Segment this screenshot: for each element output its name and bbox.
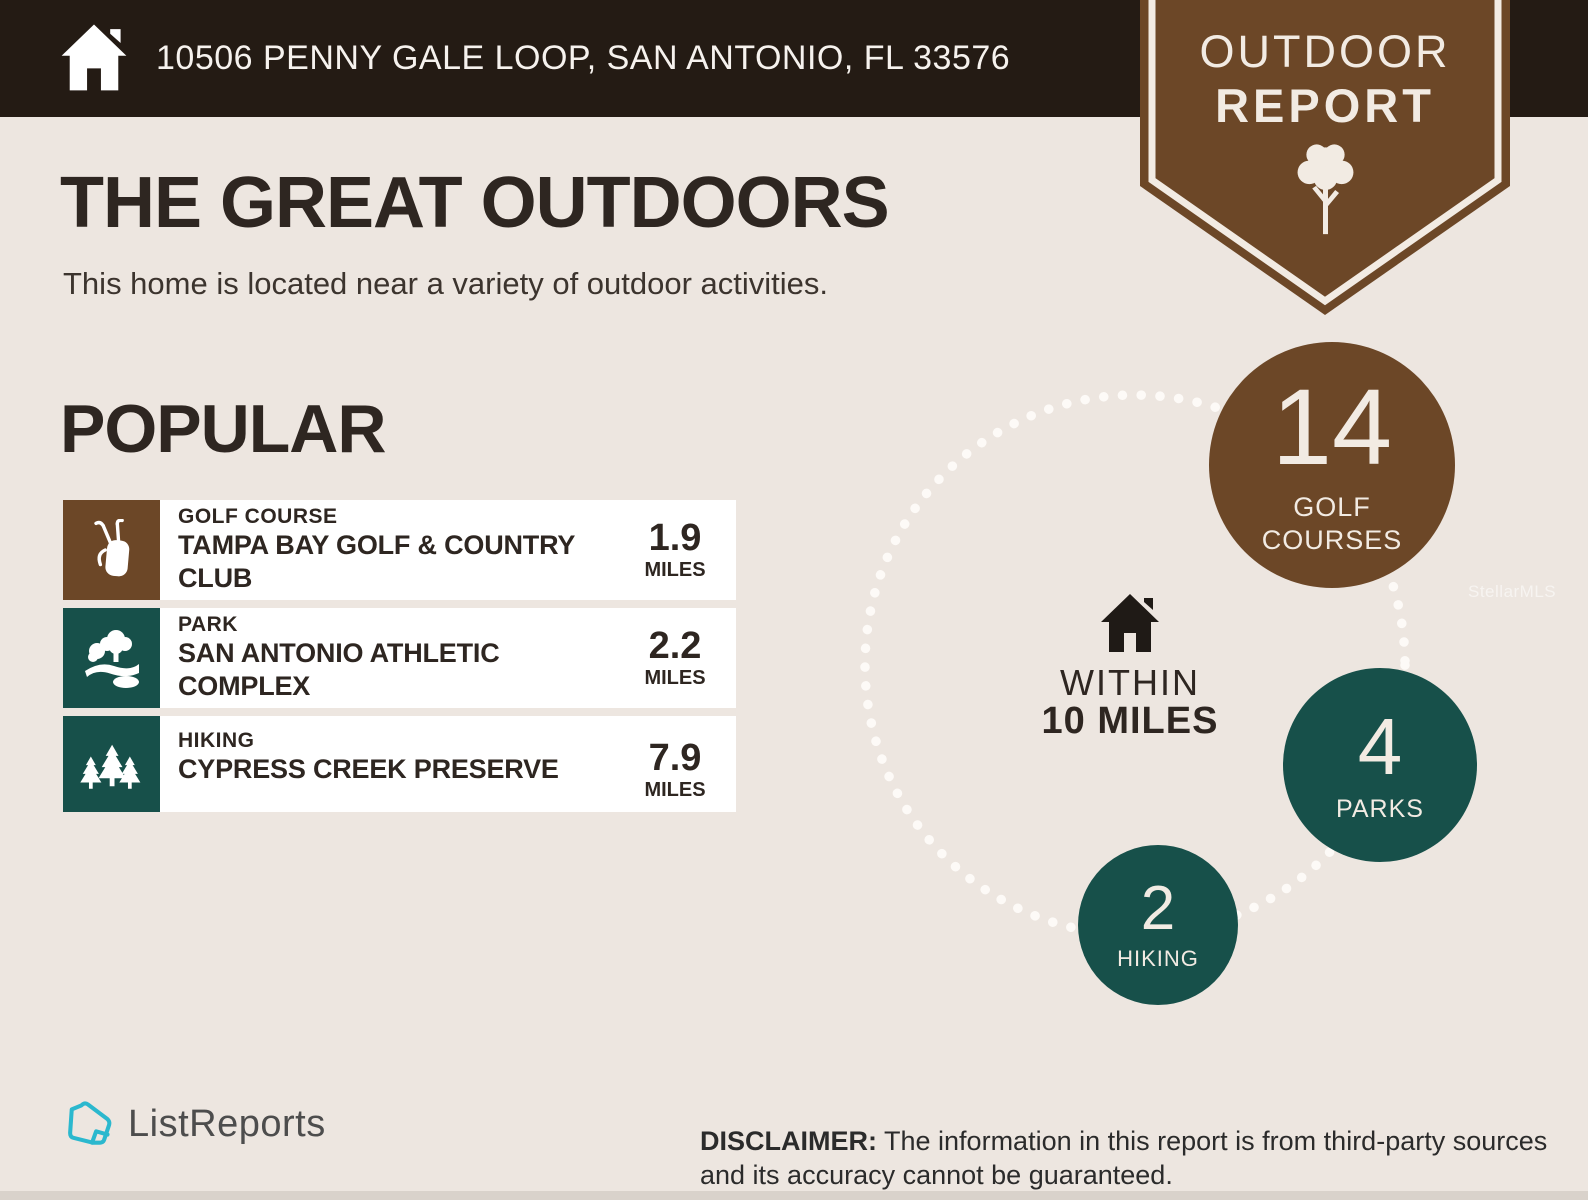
list-item-text: HIKING CYPRESS CREEK PRESERVE [160, 716, 620, 812]
property-address: 10506 PENNY GALE LOOP, SAN ANTONIO, FL 3… [156, 39, 1011, 77]
item-category: HIKING [178, 729, 255, 752]
item-distance: 7.9 MILES [620, 716, 736, 812]
stat-value: 4 [1357, 701, 1403, 791]
stat-label: PARKS [1336, 794, 1424, 823]
item-category: GOLF COURSE [178, 505, 338, 528]
park-tree-path-icon [63, 608, 160, 708]
list-item-hiking: HIKING CYPRESS CREEK PRESERVE 7.9 MILES [63, 716, 736, 812]
stat-label: HIKING [1117, 946, 1199, 971]
item-name: SAN ANTONIO ATHLETIC COMPLEX [178, 638, 500, 701]
popular-heading: POPULAR [60, 391, 386, 467]
item-name: TAMPA BAY GOLF & COUNTRY CLUB [178, 530, 575, 593]
stat-value: 2 [1140, 874, 1176, 943]
item-distance: 1.9 MILES [620, 500, 736, 600]
radius-label: 10 MILES [1041, 700, 1219, 742]
stat-circle-parks: 4 PARKS [1283, 668, 1477, 862]
item-category: PARK [178, 613, 238, 636]
distance-unit: MILES [644, 779, 706, 801]
stat-label: GOLF COURSES [1261, 492, 1403, 555]
pine-trees-icon [63, 716, 160, 812]
within-label: WITHIN [1060, 662, 1200, 703]
distance-unit: MILES [644, 559, 706, 581]
bottom-edge-strip [0, 1191, 1588, 1200]
brand-name: ListReports [128, 1102, 326, 1145]
stellar-mls-watermark: StellarMLS [1468, 582, 1557, 601]
item-name: CYPRESS CREEK PRESERVE [178, 754, 559, 784]
golf-bag-icon [63, 500, 160, 600]
disclaimer: DISCLAIMER: The information in this repo… [700, 1124, 1560, 1192]
home-marker-icon [1101, 594, 1159, 652]
popular-list: GOLF COURSE TAMPA BAY GOLF & COUNTRY CLU… [63, 500, 736, 812]
list-item-text: PARK SAN ANTONIO ATHLETIC COMPLEX [160, 608, 620, 708]
ten-mile-dotted-ring [860, 390, 1410, 940]
distance-value: 1.9 [648, 517, 702, 559]
badge-line1: OUTDOOR [1199, 26, 1451, 77]
disclaimer-label: DISCLAIMER: [700, 1126, 877, 1156]
tree-icon [1297, 144, 1354, 235]
listreports-logo: ListReports [62, 1098, 326, 1150]
list-item-park: PARK SAN ANTONIO ATHLETIC COMPLEX 2.2 MI… [63, 608, 736, 708]
list-item-golf-course: GOLF COURSE TAMPA BAY GOLF & COUNTRY CLU… [63, 500, 736, 600]
distance-unit: MILES [644, 667, 706, 689]
stat-circle-golf-courses: 14 GOLF COURSES [1209, 342, 1455, 588]
distance-value: 2.2 [648, 625, 702, 667]
distance-value: 7.9 [648, 737, 702, 779]
badge-line2: REPORT [1215, 79, 1435, 132]
stat-value: 14 [1271, 366, 1393, 487]
listreports-house-icon [68, 1101, 112, 1145]
disclaimer-text: The information in this report is from t… [700, 1126, 1548, 1190]
outdoor-report-badge: OUTDOOR REPORT [1140, 0, 1510, 316]
item-distance: 2.2 MILES [620, 608, 736, 708]
home-icon [61, 24, 127, 91]
page-subtitle: This home is located near a variety of o… [63, 266, 829, 301]
page-title: THE GREAT OUTDOORS [60, 163, 890, 243]
list-item-text: GOLF COURSE TAMPA BAY GOLF & COUNTRY CLU… [160, 500, 620, 600]
stat-circle-hiking: 2 HIKING [1078, 845, 1238, 1005]
